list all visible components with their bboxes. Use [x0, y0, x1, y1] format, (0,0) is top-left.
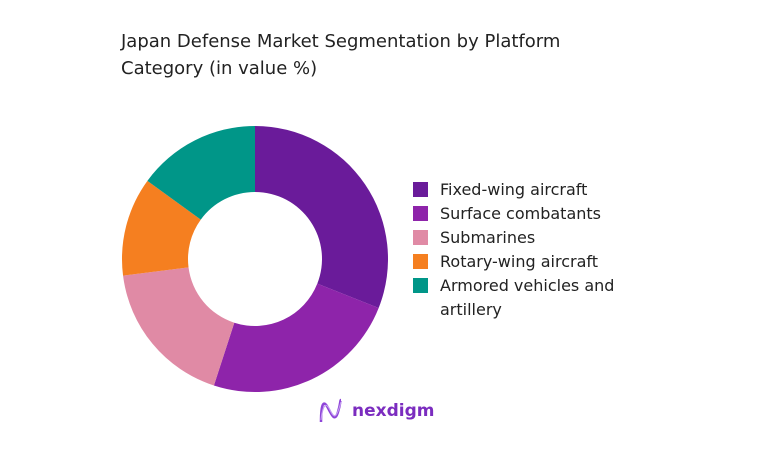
legend-item: Armored vehicles and artillery	[413, 274, 650, 322]
slice-surface-combatants	[213, 283, 379, 392]
legend-label: Rotary-wing aircraft	[440, 252, 598, 271]
slice-rotary-wing-aircraft	[122, 180, 201, 276]
legend-swatch	[413, 254, 428, 269]
legend-item: Rotary-wing aircraft	[413, 250, 650, 274]
slice-fixed-wing-aircraft	[255, 126, 388, 308]
legend-swatch	[413, 206, 428, 221]
legend-label: Surface combatants	[440, 204, 601, 223]
legend-item: Surface combatants	[413, 202, 650, 226]
legend-item: Fixed-wing aircraft	[413, 178, 650, 202]
slice-submarines	[123, 267, 235, 386]
logo-text: nexdigm	[352, 401, 435, 421]
chart-title: Japan Defense Market Segmentation by Pla…	[121, 31, 561, 79]
legend-swatch	[413, 230, 428, 245]
legend-item: Submarines	[413, 226, 650, 250]
logo: nexdigm	[318, 398, 434, 424]
slice-armored-vehicles-and-artillery	[147, 126, 255, 220]
legend-label: Armored vehicles and artillery	[440, 276, 615, 319]
legend-label: Submarines	[440, 228, 536, 247]
legend: Fixed-wing aircraft Surface combatants Sub…	[413, 178, 650, 322]
legend-swatch	[413, 278, 428, 293]
legend-swatch	[413, 182, 428, 197]
legend-label: Fixed-wing aircraft	[440, 180, 588, 199]
nexdigm-logo-icon	[319, 398, 342, 423]
